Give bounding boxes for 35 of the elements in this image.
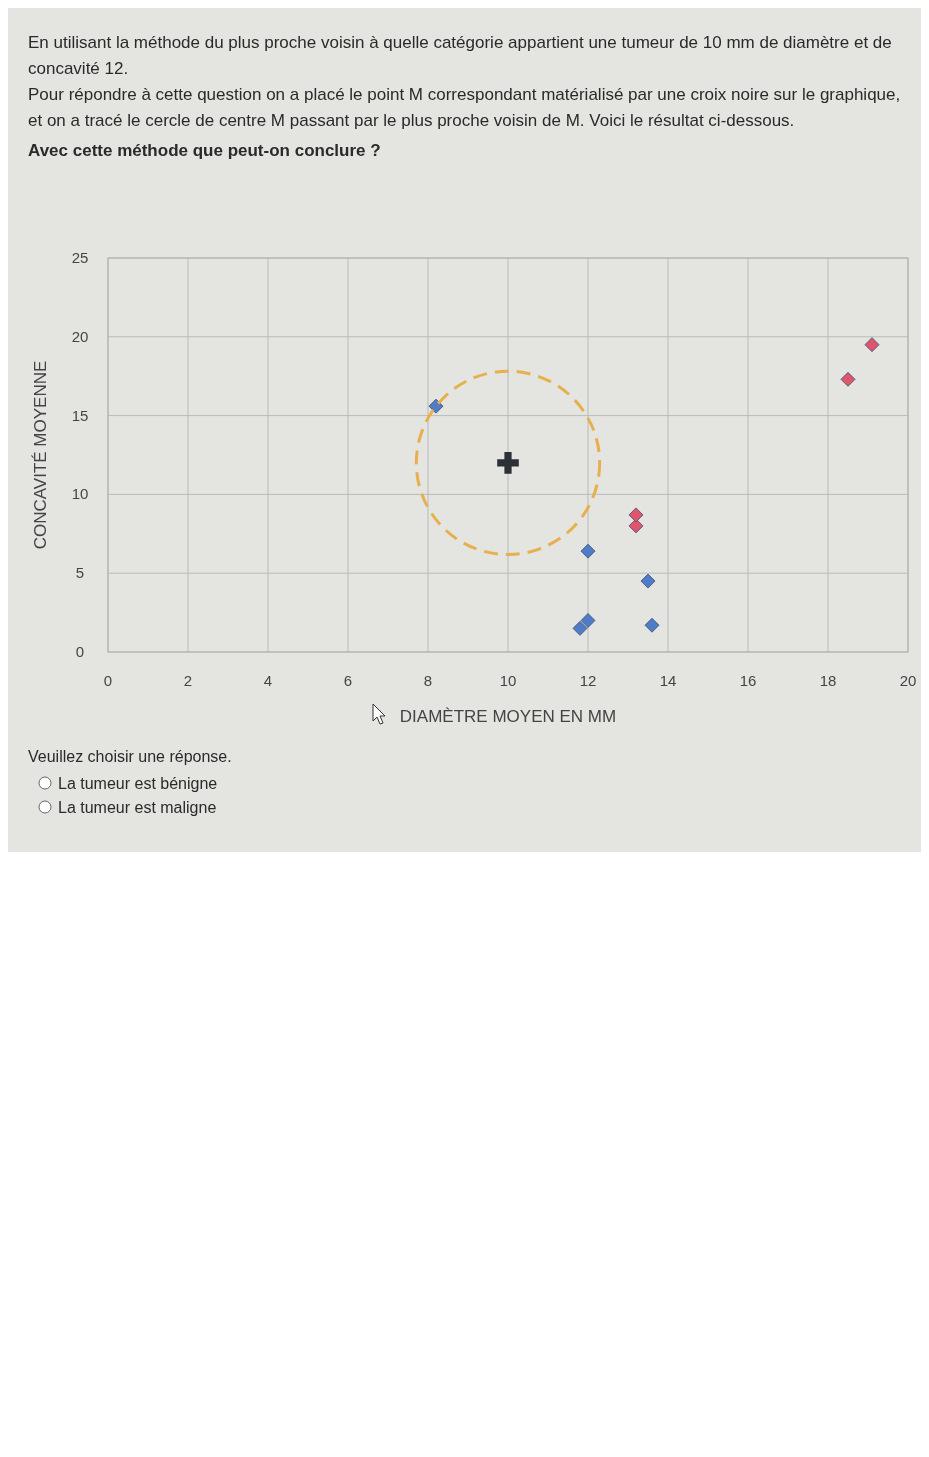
y-tick-label: 15	[71, 406, 89, 424]
x-tick-label: 0	[103, 672, 113, 689]
x-tick-label: 16	[739, 672, 757, 689]
x-tick-label: 20	[899, 672, 917, 689]
y-tick-label: 5	[75, 564, 85, 582]
x-tick-label: 14	[659, 672, 677, 689]
point	[640, 573, 656, 589]
point	[840, 371, 856, 387]
x-tick-label: 4	[263, 672, 273, 689]
point	[580, 543, 596, 559]
point	[428, 398, 444, 414]
chart-title: En utilisant la méthode du plus proche voisin à quelle catégorie appartient une tumeur de 10 mm de diamètre et de concavité 12.	[28, 33, 892, 78]
y-tick-label: 10	[71, 485, 89, 503]
x-axis-title: DIAMÈTRE MOYEN EN MM	[399, 707, 617, 726]
text: La tumeur est bénigne	[58, 775, 218, 792]
text: La tumeur est maligne	[58, 799, 217, 816]
text: Avec cette méthode que peut-on conclure ?	[28, 141, 381, 160]
x-tick-label: 6	[343, 672, 353, 689]
y-tick-label: 25	[71, 249, 89, 266]
x-tick-label: 10	[499, 672, 517, 689]
point	[580, 613, 596, 628]
point	[628, 507, 644, 523]
text: Veuillez choisir une réponse.	[28, 748, 232, 765]
chart-subtitle: Pour répondre à cette question on a placé le point M correspondant matérialisé par une croix noire sur le graphique, et on a tracé le cercle de centre M passant par le plus proche voisin de M. Voici le résultat ci-dessous.	[28, 85, 901, 130]
point	[864, 337, 880, 353]
point	[628, 518, 644, 534]
x-tick-label: 18	[819, 672, 837, 689]
point	[572, 620, 588, 636]
y-axis-title: CONCAVITÉ MOYENNE	[31, 360, 50, 550]
x-tick-label: 8	[423, 672, 433, 689]
x-tick-label: 2	[183, 672, 193, 689]
y-tick-label: 20	[71, 327, 89, 345]
y-tick-label: 0	[75, 643, 85, 660]
x-tick-label: 12	[579, 672, 597, 689]
point	[644, 617, 660, 633]
